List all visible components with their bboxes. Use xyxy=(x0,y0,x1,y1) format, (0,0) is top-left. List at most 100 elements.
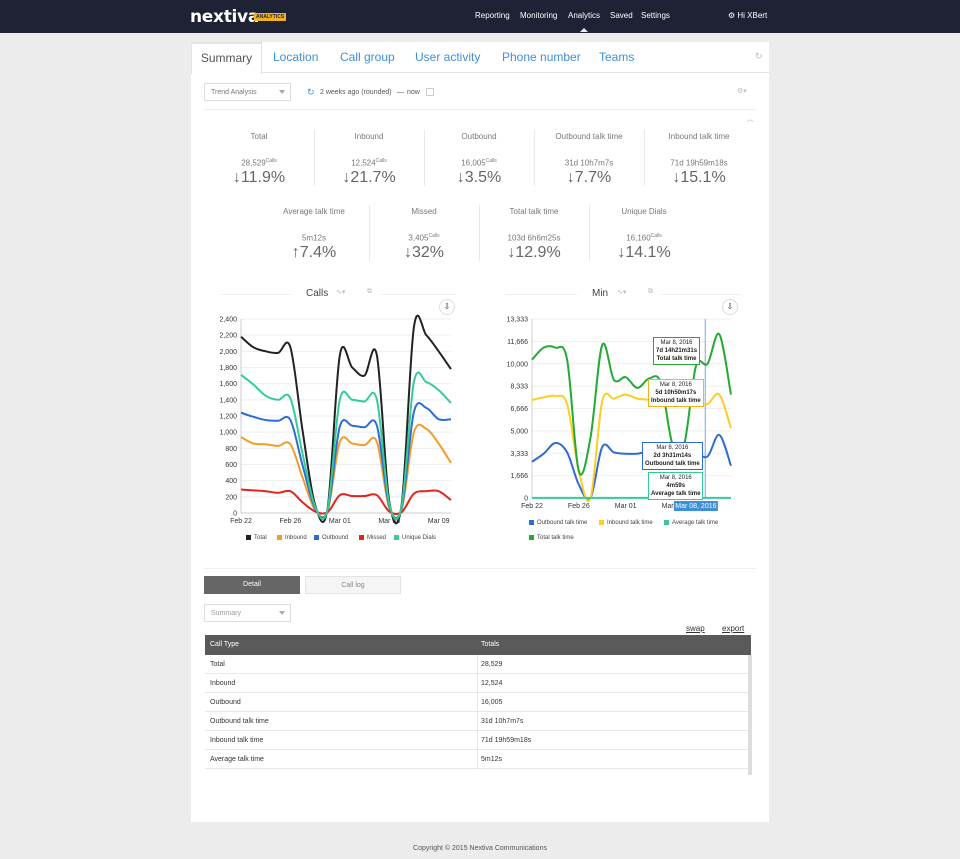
column-divider xyxy=(477,693,478,711)
y-tick-label: 2,200 xyxy=(219,333,237,340)
expand-icon[interactable]: ⧉ xyxy=(367,288,372,295)
calendar-icon[interactable] xyxy=(426,88,434,96)
refresh-icon[interactable]: ↻ xyxy=(755,51,763,61)
table-view-select[interactable]: Summary xyxy=(204,604,291,622)
header-totals[interactable]: Totals xyxy=(481,641,500,648)
nav-saved[interactable]: Saved xyxy=(610,11,633,20)
stat-value: 12,524Calls xyxy=(351,158,387,168)
table-header: Call Type Totals xyxy=(205,635,751,655)
table-row[interactable]: Outbound talk time 31d 10h7m7s xyxy=(205,712,751,731)
tooltip-date: Mar 8, 2016 xyxy=(656,445,689,451)
y-tick-label: 2,000 xyxy=(219,349,237,356)
min-chart-title: Min xyxy=(592,288,609,299)
tab-teams[interactable]: Teams xyxy=(599,50,635,64)
detail-button[interactable]: Detail xyxy=(204,576,300,594)
chevron-down-icon xyxy=(279,611,285,615)
y-tick-label: 0 xyxy=(233,511,237,518)
cell-total: 16,005 xyxy=(481,699,503,706)
nav-reporting[interactable]: Reporting xyxy=(475,11,510,20)
table-row[interactable]: Outbound 16,005 xyxy=(205,693,751,712)
tab-phone-number[interactable]: Phone number xyxy=(502,50,581,64)
user-menu[interactable]: ⚙ Hi XBert xyxy=(728,11,767,20)
y-tick-label: 1,600 xyxy=(219,381,237,388)
top-navigation-bar: nextiva ANALYTICS Reporting Monitoring A… xyxy=(0,0,960,33)
chart-tooltip: Mar 8, 2016 5d 10h50m17s Inbound talk time xyxy=(648,379,704,407)
legend-item[interactable]: Missed xyxy=(359,535,386,541)
report-type-value: Trend Analysis xyxy=(211,89,257,96)
series-line-total[interactable] xyxy=(240,314,452,525)
stat-label: Total talk time xyxy=(509,207,559,216)
export-link[interactable]: export xyxy=(722,624,745,633)
series-line-total-talk-time[interactable] xyxy=(531,332,732,476)
min-download-icon[interactable]: ⇩ xyxy=(722,299,738,315)
table-row[interactable]: Inbound 12,524 xyxy=(205,674,751,693)
y-tick-label: 1,000 xyxy=(219,430,237,437)
collapse-icon[interactable]: ︿ xyxy=(747,116,754,123)
stat-label: Outbound xyxy=(461,132,497,141)
stat-inbound: Inbound 12,524Calls ↓21.7% xyxy=(314,132,424,187)
swap-link[interactable]: swap xyxy=(686,624,705,633)
stat-change: ↓12.9% xyxy=(507,243,561,261)
column-divider xyxy=(477,769,478,770)
legend-item[interactable]: Inbound xyxy=(277,535,307,541)
report-type-select[interactable]: Trend Analysis xyxy=(204,83,291,101)
legend-swatch xyxy=(359,535,364,540)
range-separator: — xyxy=(397,89,404,96)
stat-value: 5m12s xyxy=(301,233,326,243)
column-divider xyxy=(477,750,478,768)
cell-call-type: Outbound xyxy=(210,699,241,706)
legend-item[interactable]: Outbound talk time xyxy=(529,520,587,526)
series-line-outbound[interactable] xyxy=(240,402,452,519)
table-scrollbar[interactable] xyxy=(748,655,752,775)
nav-monitoring[interactable]: Monitoring xyxy=(520,11,558,20)
tab-user-activity[interactable]: User activity xyxy=(415,50,481,64)
legend-label: Unique Dials xyxy=(402,535,437,542)
stat-divider xyxy=(534,130,535,186)
tab-summary[interactable]: Summary xyxy=(191,42,262,74)
chart-type-icon[interactable]: ∿▾ xyxy=(336,289,346,296)
x-tick-label: Mar 01 xyxy=(615,503,637,510)
legend-item[interactable]: Average talk time xyxy=(664,520,718,526)
chart-type-icon[interactable]: ∿▾ xyxy=(617,289,627,296)
series-line-inbound[interactable] xyxy=(240,423,452,519)
cell-call-type: Total xyxy=(210,661,225,668)
series-line-missed[interactable] xyxy=(240,488,452,516)
legend-item[interactable]: Total xyxy=(246,535,267,541)
calls-download-icon[interactable]: ⇩ xyxy=(439,299,455,315)
legend-swatch xyxy=(314,535,319,540)
nav-settings[interactable]: Settings xyxy=(641,11,670,20)
tab-call-group[interactable]: Call group xyxy=(340,50,395,64)
stat-missed: Missed 3,405Calls ↓32% xyxy=(369,207,479,262)
stat-label: Outbound talk time xyxy=(555,132,623,141)
expand-icon[interactable]: ⧉ xyxy=(648,288,653,295)
stat-divider xyxy=(479,205,480,261)
stat-value: 103d 6h6m25s xyxy=(507,233,561,243)
legend-swatch xyxy=(529,535,534,540)
table-row[interactable]: Average talk time 5m12s xyxy=(205,750,751,769)
call-log-button[interactable]: Call log xyxy=(305,576,401,594)
settings-icon[interactable]: ⚙▾ xyxy=(737,88,747,95)
sync-icon[interactable]: ↻ xyxy=(307,87,315,97)
summary-table: Call Type Totals Total 28,529 Inbound 12,52… xyxy=(205,635,751,770)
stat-divider xyxy=(644,130,645,186)
tab-location[interactable]: Location xyxy=(273,50,319,64)
nav-analytics[interactable]: Analytics xyxy=(568,11,601,32)
header-call-type[interactable]: Call Type xyxy=(210,641,240,648)
column-divider xyxy=(477,655,478,673)
legend-item[interactable]: Total talk time xyxy=(529,535,574,541)
range-from[interactable]: 2 weeks ago (rounded) xyxy=(320,89,392,96)
range-to[interactable]: now xyxy=(407,89,420,96)
nextiva-logo[interactable]: nextiva xyxy=(190,7,260,27)
chart-tooltip: Mar 8, 2016 4m59s Average talk time xyxy=(648,472,704,500)
legend-item[interactable]: Inbound talk time xyxy=(599,520,653,526)
legend-item[interactable]: Outbound xyxy=(314,535,348,541)
calls-chart: 2,400 2,200 2,000 1,800 1,600 1,400 1,200 1,000… xyxy=(219,314,452,525)
stat-change: ↑7.4% xyxy=(291,243,337,261)
table-row[interactable]: Total 28,529 xyxy=(205,655,751,674)
x-tick-label: Mar 05 xyxy=(378,518,400,525)
series-line-unique-dials[interactable] xyxy=(240,371,452,521)
stat-outbound-talk-time: Outbound talk time 31d 10h7m7s ↓7.7% xyxy=(534,132,644,187)
legend-item[interactable]: Unique Dials xyxy=(394,535,436,541)
table-row[interactable]: Inbound talk time 71d 19h59m18s xyxy=(205,731,751,750)
